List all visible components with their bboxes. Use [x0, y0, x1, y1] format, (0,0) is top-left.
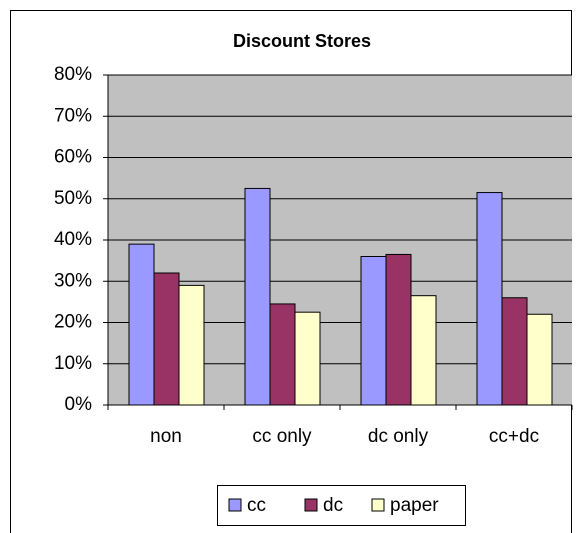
y-tick-label: 10% — [54, 353, 92, 374]
y-tick-label: 30% — [54, 270, 92, 291]
bar — [128, 243, 155, 406]
bar — [178, 284, 205, 406]
y-tick-label: 80% — [54, 64, 92, 85]
bar — [360, 256, 387, 406]
x-tick-label: cc+dc — [489, 426, 539, 447]
bar — [476, 192, 503, 406]
bar — [501, 297, 528, 406]
legend-box — [217, 485, 466, 526]
y-tick-label: 70% — [54, 105, 92, 126]
bar — [269, 303, 296, 406]
y-tick-label: 40% — [54, 229, 92, 250]
legend-swatch — [371, 498, 385, 512]
legend-swatch — [228, 498, 242, 512]
y-tick-label: 60% — [54, 147, 92, 168]
bar — [294, 311, 321, 406]
x-tick-label: non — [150, 426, 182, 447]
legend-label: cc — [247, 495, 266, 516]
bar — [153, 272, 180, 406]
y-tick-label: 0% — [65, 394, 93, 415]
x-tick-label: dc only — [368, 426, 429, 447]
chart-title: Discount Stores — [233, 31, 371, 51]
legend-swatch — [304, 498, 318, 512]
y-tick-label: 50% — [54, 188, 92, 209]
bar — [526, 313, 553, 406]
bar — [385, 253, 412, 406]
bar — [410, 295, 437, 406]
legend-label: paper — [390, 495, 439, 516]
bar — [244, 187, 271, 406]
x-tick-label: cc only — [252, 426, 312, 447]
legend-label: dc — [323, 495, 343, 516]
y-tick-label: 20% — [54, 312, 92, 333]
